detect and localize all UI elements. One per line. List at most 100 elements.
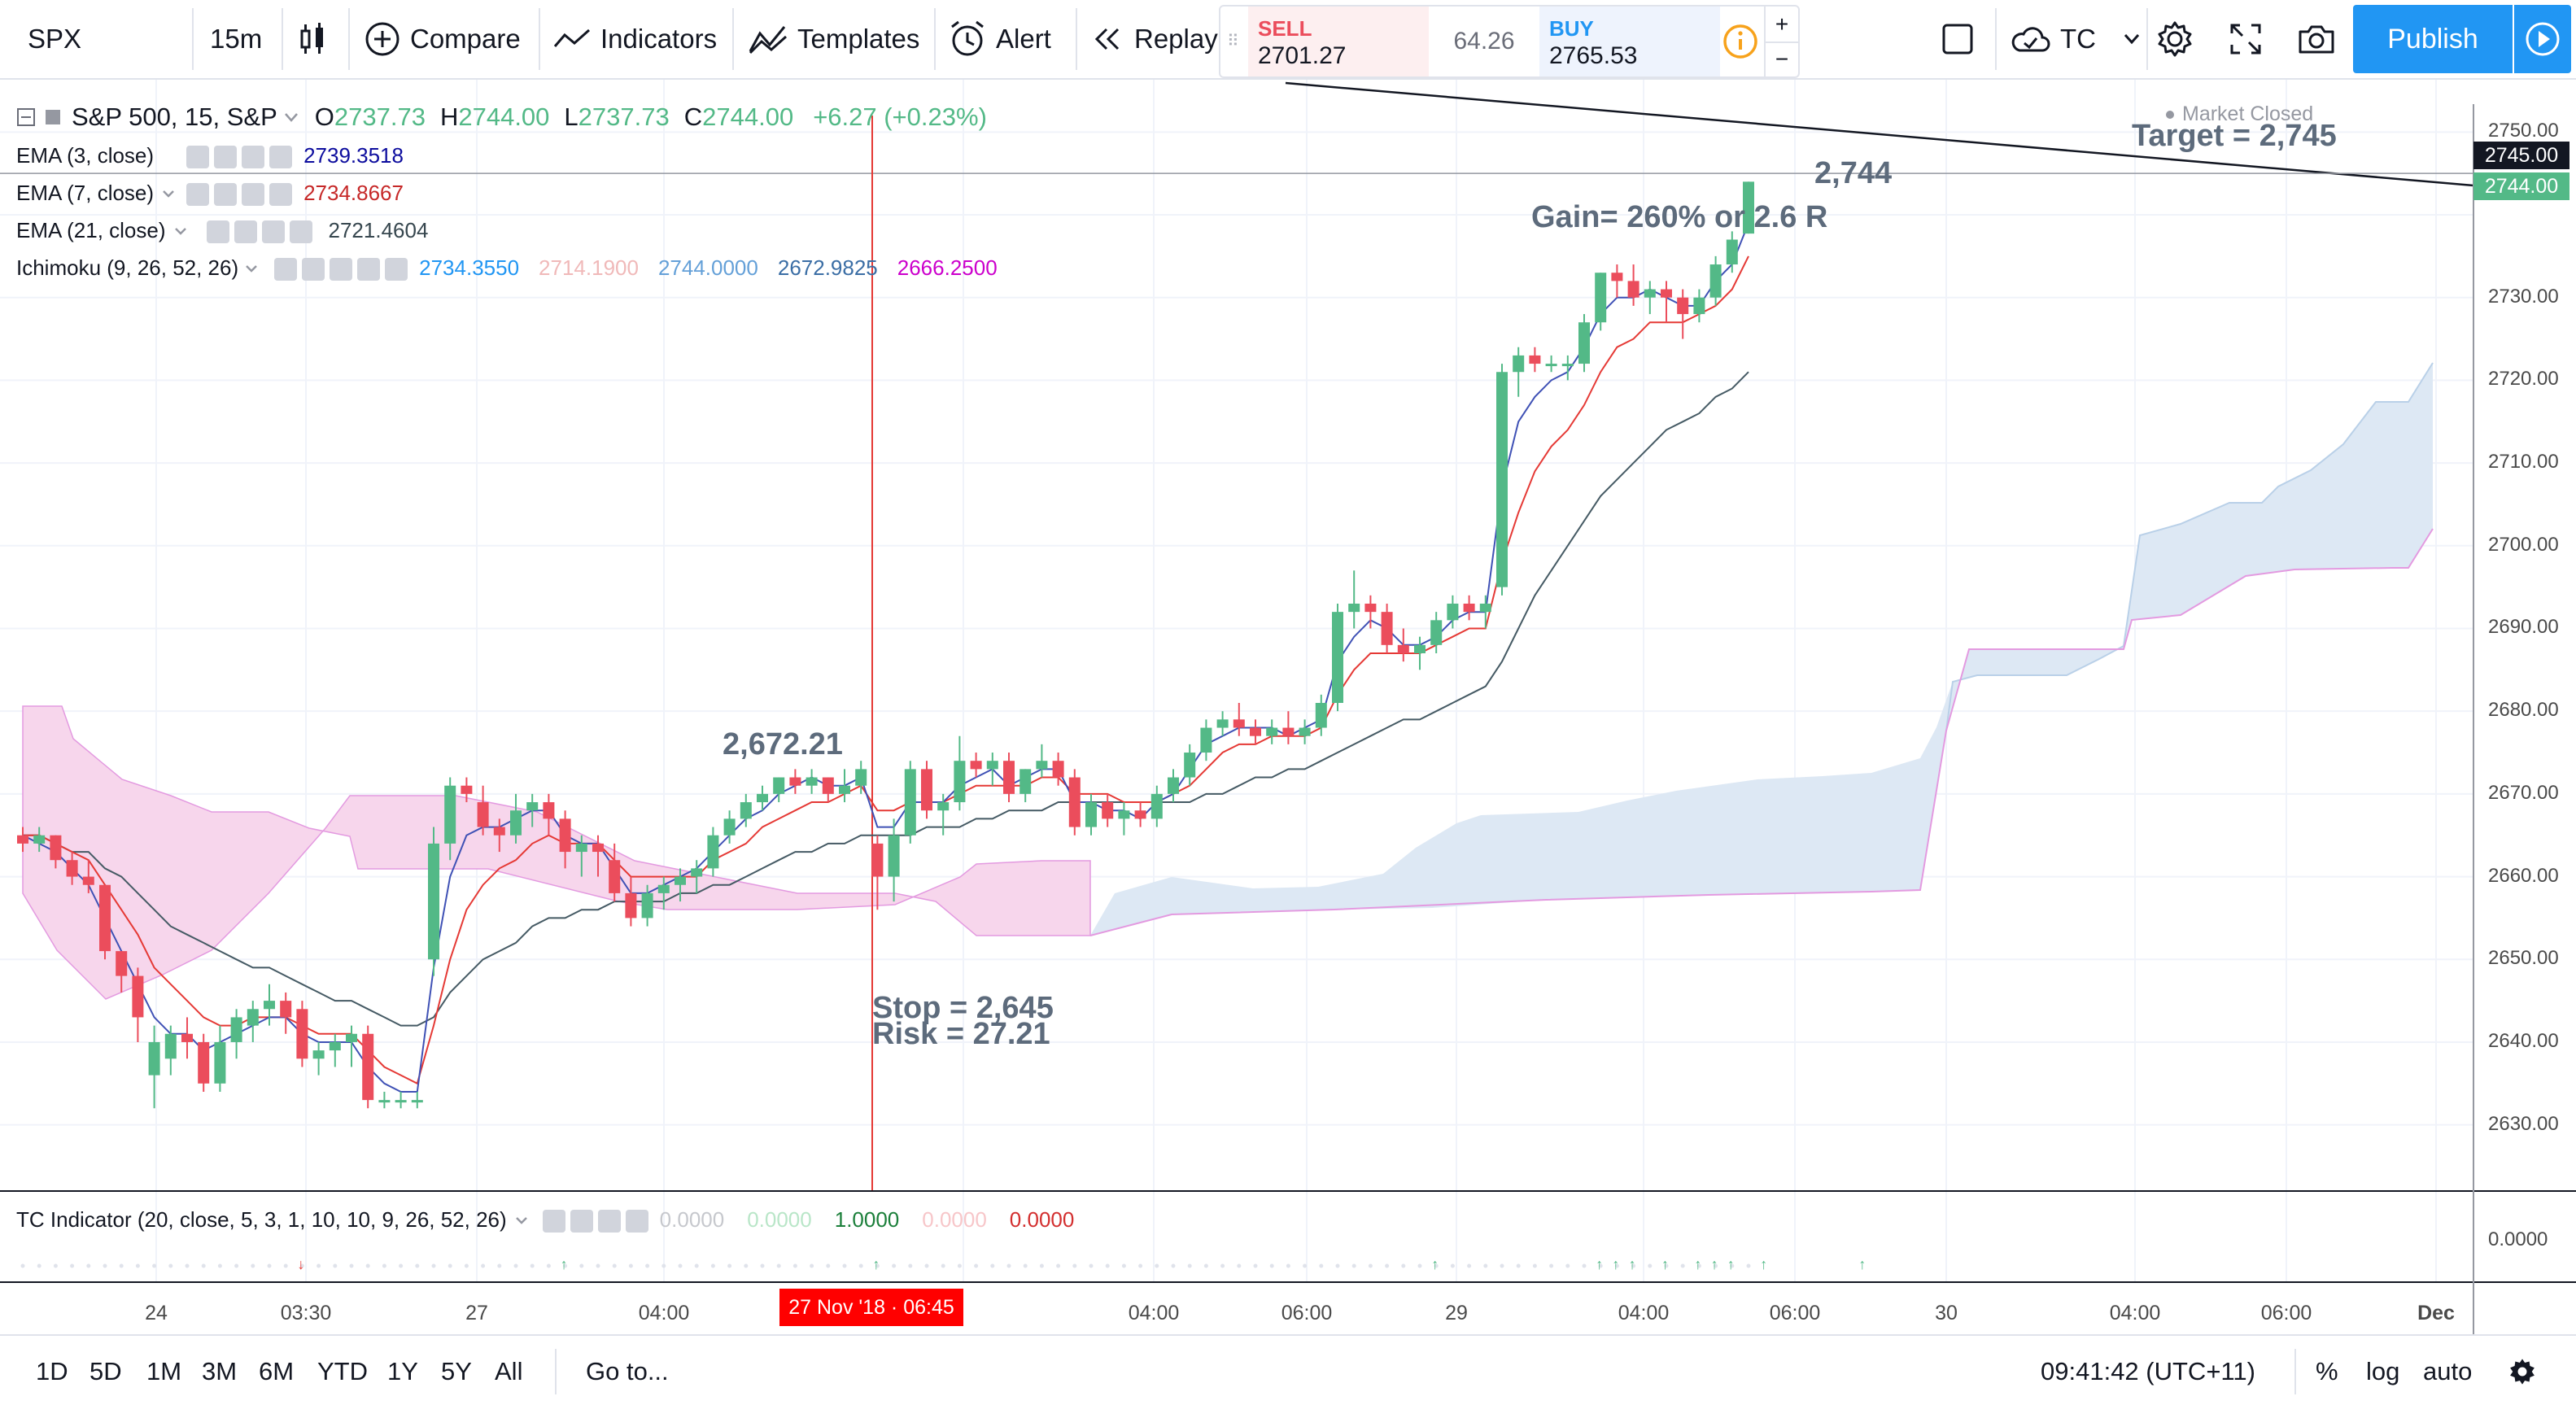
candle[interactable]	[198, 1041, 210, 1084]
candle[interactable]	[99, 884, 111, 952]
tc-indicator-legend[interactable]: TC Indicator (20, close, 5, 3, 1, 10, 10…	[16, 1207, 1074, 1233]
candle[interactable]	[707, 835, 719, 869]
candle[interactable]	[1348, 603, 1360, 613]
candle[interactable]	[1561, 364, 1574, 367]
candle[interactable]	[428, 843, 439, 960]
candle[interactable]	[493, 827, 505, 836]
interval-button[interactable]: 15m	[210, 24, 263, 54]
range-5d[interactable]: 5D	[90, 1356, 122, 1385]
goto-button[interactable]: Go to...	[586, 1356, 669, 1385]
auto-toggle[interactable]: auto	[2423, 1356, 2473, 1385]
decrease-qty-button[interactable]: −	[1764, 41, 1798, 76]
ema7-legend[interactable]: EMA (7, close) 2734.8667	[16, 181, 404, 207]
candle[interactable]	[132, 975, 144, 1018]
clock[interactable]: 09:41:42 (UTC+11)	[2041, 1356, 2255, 1385]
range-3m[interactable]: 3M	[202, 1356, 238, 1385]
candle[interactable]	[1216, 719, 1229, 728]
increase-qty-button[interactable]: +	[1764, 7, 1798, 43]
candle[interactable]	[691, 868, 703, 877]
candle[interactable]	[954, 761, 966, 803]
candle[interactable]	[575, 843, 587, 853]
ema21-legend[interactable]: EMA (21, close) 2721.4604	[16, 218, 428, 244]
candle[interactable]	[675, 876, 686, 885]
candle[interactable]	[116, 951, 128, 976]
symbol-search[interactable]: SPX	[28, 24, 82, 54]
candle[interactable]	[1332, 612, 1343, 704]
indicators-button[interactable]: Indicators	[553, 0, 717, 78]
candle[interactable]	[329, 1041, 341, 1051]
candle[interactable]	[66, 860, 78, 877]
candle[interactable]	[264, 1001, 275, 1010]
symbol-title[interactable]: S&P 500, 15, S&P	[72, 103, 277, 131]
gear-icon[interactable]	[2156, 0, 2194, 78]
candle[interactable]	[773, 777, 785, 794]
candle[interactable]	[1661, 289, 1672, 298]
candle[interactable]	[1479, 603, 1491, 613]
candle[interactable]	[1102, 802, 1114, 819]
candle[interactable]	[461, 785, 473, 794]
candle[interactable]	[1545, 364, 1557, 367]
candle[interactable]	[17, 835, 28, 844]
candle[interactable]	[757, 793, 768, 803]
candle[interactable]	[312, 1050, 325, 1059]
candle[interactable]	[1644, 289, 1656, 298]
chart-style-icon[interactable]	[298, 0, 327, 78]
candle[interactable]	[296, 1009, 308, 1059]
candle[interactable]	[839, 785, 850, 794]
candle[interactable]	[1627, 281, 1639, 298]
stop-annotation[interactable]: Stop = 2,645	[872, 991, 1054, 1025]
candle[interactable]	[789, 777, 801, 786]
candle[interactable]	[822, 777, 834, 794]
candle[interactable]	[1168, 777, 1179, 794]
candle[interactable]	[1513, 355, 1525, 373]
candle[interactable]	[82, 876, 94, 885]
candle[interactable]	[1052, 761, 1064, 778]
target-trend-line[interactable]	[1285, 81, 2474, 187]
replay-button[interactable]: Replay	[1092, 0, 1218, 78]
candle[interactable]	[1266, 727, 1278, 736]
ema3-legend[interactable]: EMA (3, close) 2739.3518	[16, 143, 404, 169]
target-annotation[interactable]: Target = 2,745	[2132, 119, 2337, 153]
range-1m[interactable]: 1M	[146, 1356, 182, 1385]
collapse-icon[interactable]	[16, 107, 36, 127]
candle[interactable]	[559, 818, 571, 853]
alert-button[interactable]: Alert	[949, 0, 1051, 78]
candle[interactable]	[1364, 603, 1377, 613]
candle[interactable]	[1233, 719, 1245, 728]
candle[interactable]	[1611, 273, 1623, 281]
buy-button[interactable]: BUY 2765.53	[1539, 7, 1720, 76]
candle[interactable]	[657, 884, 670, 893]
candle[interactable]	[1118, 810, 1130, 819]
candle[interactable]	[510, 810, 522, 836]
entry-annotation[interactable]: 2,672.21	[723, 727, 843, 761]
publish-button[interactable]: Publish	[2353, 5, 2513, 73]
candle[interactable]	[164, 1033, 177, 1059]
candle[interactable]	[1397, 644, 1409, 653]
candle[interactable]	[346, 1033, 357, 1042]
candle[interactable]	[378, 1100, 391, 1103]
candle[interactable]	[1315, 703, 1327, 728]
candle[interactable]	[1150, 793, 1163, 819]
candle[interactable]	[723, 818, 736, 836]
candle[interactable]	[1019, 769, 1032, 794]
ichimoku-legend[interactable]: Ichimoku (9, 26, 52, 26) 2734.3550 2714.…	[16, 255, 998, 281]
candle[interactable]	[1430, 620, 1443, 645]
templates-button[interactable]: Templates	[749, 0, 919, 78]
fullscreen-icon[interactable]	[2229, 0, 2262, 78]
last-price-annotation[interactable]: 2,744	[1814, 156, 1893, 190]
range-6m[interactable]: 6M	[259, 1356, 295, 1385]
gain-annotation[interactable]: Gain= 260% or 2.6 R	[1531, 200, 1828, 234]
candle[interactable]	[937, 802, 950, 811]
candle[interactable]	[543, 802, 555, 819]
candle[interactable]	[1299, 727, 1311, 736]
candle[interactable]	[904, 769, 916, 836]
candle[interactable]	[247, 1009, 259, 1026]
candle[interactable]	[740, 802, 752, 819]
candle[interactable]	[1447, 603, 1459, 621]
candle[interactable]	[1595, 273, 1607, 323]
range-5y[interactable]: 5Y	[441, 1356, 472, 1385]
candle[interactable]	[1496, 372, 1508, 587]
layout-button[interactable]: TC	[2010, 0, 2140, 78]
price-chart[interactable]: ↓ ↑ ↑ ↑ ↑ ↑ ↑ ↑ ↑ ↑ ↑ ↑ ↑	[0, 80, 2576, 1334]
candle[interactable]	[1578, 322, 1590, 364]
